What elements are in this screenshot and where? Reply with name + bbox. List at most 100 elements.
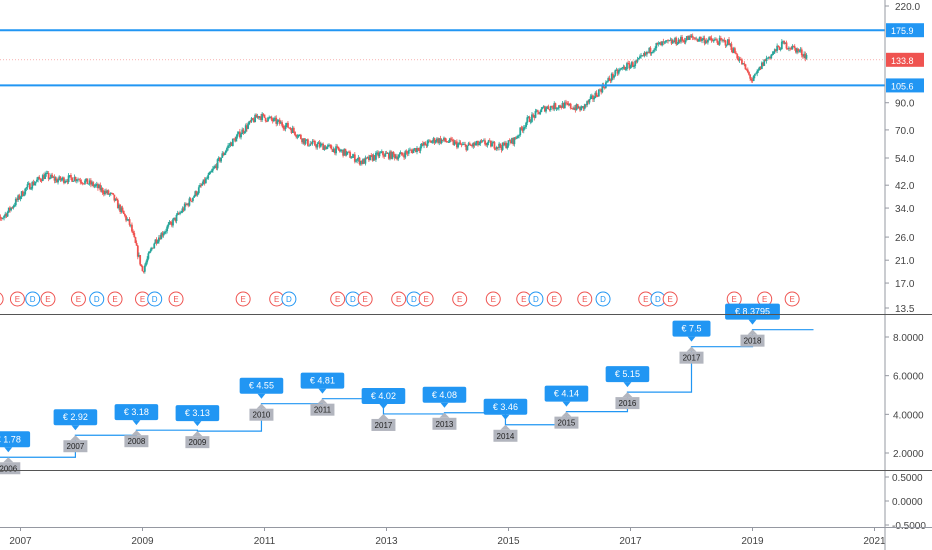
oscillator-tick-label: 0.0000	[892, 497, 923, 508]
dividend-callout[interactable]: € 1.78 2006	[0, 431, 31, 475]
candle-body	[237, 131, 240, 134]
candle-body	[425, 145, 428, 146]
candle-body	[423, 142, 425, 146]
candle-body	[704, 40, 707, 44]
candle-body	[649, 47, 652, 54]
dividend-callout[interactable]: € 4.02 2017	[361, 387, 406, 431]
candle-body	[319, 143, 322, 147]
candle-body	[799, 49, 802, 51]
earnings-marker[interactable]: E	[662, 291, 678, 307]
candle-body	[596, 96, 599, 97]
dividend-value-pointer	[440, 402, 449, 408]
candle-body	[5, 213, 8, 217]
earnings-marker[interactable]: E	[485, 291, 501, 307]
candle-body	[637, 58, 640, 60]
earnings-marker[interactable]: E	[107, 291, 123, 307]
dividend-marker[interactable]: D	[528, 291, 544, 307]
dividend-marker[interactable]: D	[89, 291, 105, 307]
dividend-callout[interactable]: € 2.92 2007	[53, 409, 98, 453]
candle-body	[776, 45, 779, 51]
marker-circle	[25, 291, 41, 307]
dividend-callout[interactable]: € 3.13 2009	[175, 405, 220, 449]
candle-body	[664, 40, 667, 42]
dividend-marker[interactable]: D	[406, 291, 422, 307]
candle-body	[153, 243, 156, 249]
dividend-callout[interactable]: € 4.08 2013	[422, 386, 467, 430]
earnings-marker[interactable]: E	[9, 291, 25, 307]
dividend-year-pointer	[622, 392, 633, 398]
marker-circle	[330, 291, 346, 307]
dividend-callout[interactable]: € 5.15 2016	[605, 366, 650, 410]
earnings-marker[interactable]: E	[452, 291, 468, 307]
marker-label: E	[173, 295, 178, 304]
dividend-year-pointer	[378, 413, 389, 419]
candle-body	[561, 103, 564, 108]
last-price-label: 133.8	[891, 56, 914, 66]
dividend-value-pointer	[562, 401, 571, 407]
earnings-marker[interactable]: E	[577, 291, 593, 307]
candle-body	[787, 47, 790, 49]
candle-body	[272, 118, 275, 122]
candle-body	[493, 142, 496, 149]
candle-body	[24, 188, 27, 195]
candle-body	[141, 266, 144, 272]
earnings-marker[interactable]: E	[784, 291, 800, 307]
dividend-marker[interactable]: D	[147, 291, 163, 307]
dividend-marker[interactable]: D	[595, 291, 611, 307]
dividend-marker[interactable]: D	[281, 291, 297, 307]
marker-label: E	[491, 295, 496, 304]
dividend-value-box	[0, 431, 31, 448]
dividend-tick-label: 4.0000	[893, 410, 924, 421]
candle-body	[594, 92, 597, 98]
time-axis[interactable]: 2007 2009 2011 2013 2015 2017 2019 2021	[9, 527, 886, 547]
candle-body	[115, 198, 118, 201]
earnings-marker[interactable]: E	[638, 291, 654, 307]
earnings-marker[interactable]: E	[546, 291, 562, 307]
dividend-callout[interactable]: € 4.14 2015	[544, 385, 589, 429]
earnings-marker[interactable]: E	[70, 291, 86, 307]
candle-body	[465, 144, 468, 151]
earnings-marker[interactable]: E	[357, 291, 373, 307]
earnings-marker[interactable]: E	[168, 291, 184, 307]
candle-body	[657, 43, 660, 45]
dividend-callout[interactable]: € 7.5 2017	[672, 320, 711, 364]
dividend-callout[interactable]: € 4.81 2011	[300, 372, 345, 416]
candle-body	[204, 178, 207, 184]
candle-body	[798, 50, 801, 52]
earnings-marker[interactable]: E	[235, 291, 251, 307]
dividend-callout[interactable]: € 3.46 2014	[483, 398, 528, 442]
candle-body	[656, 43, 659, 44]
candle-body	[223, 153, 226, 156]
candle-body	[309, 143, 312, 146]
earnings-marker[interactable]: E	[40, 291, 56, 307]
dividend-callout[interactable]: € 8.3795 2018	[725, 303, 780, 347]
candle-body	[88, 180, 91, 184]
candle-body	[9, 207, 11, 211]
candle-body	[631, 62, 634, 67]
candle-body	[7, 207, 10, 212]
candle-body	[282, 125, 285, 129]
candle-body	[236, 133, 239, 137]
candle-body	[541, 107, 544, 109]
dividend-callout[interactable]: € 3.18 2008	[114, 404, 159, 448]
earnings-marker[interactable]: E	[0, 292, 4, 306]
candle-body	[535, 110, 538, 112]
candle-body	[267, 117, 269, 122]
price-axis[interactable]: 175.9 105.6 220.0 90.0 70.0 54.0 42.0 34.0 26.0 2…	[885, 2, 926, 532]
marker-circle	[89, 291, 105, 307]
candle-body	[588, 99, 591, 103]
dividend-year-box	[432, 417, 457, 430]
earnings-marker[interactable]: E	[418, 291, 434, 307]
earnings-marker[interactable]: E	[757, 291, 773, 307]
candle-body	[64, 181, 66, 183]
candle-body	[263, 114, 266, 118]
earnings-marker[interactable]: E	[391, 291, 407, 307]
candle-body	[98, 184, 100, 189]
dividend-marker[interactable]: D	[25, 291, 41, 307]
dividend-callout[interactable]: € 4.55 2010	[239, 377, 284, 421]
earnings-marker[interactable]: E	[330, 291, 346, 307]
candle-body	[542, 106, 545, 108]
candle-body	[573, 107, 576, 110]
candle-body	[264, 117, 267, 122]
